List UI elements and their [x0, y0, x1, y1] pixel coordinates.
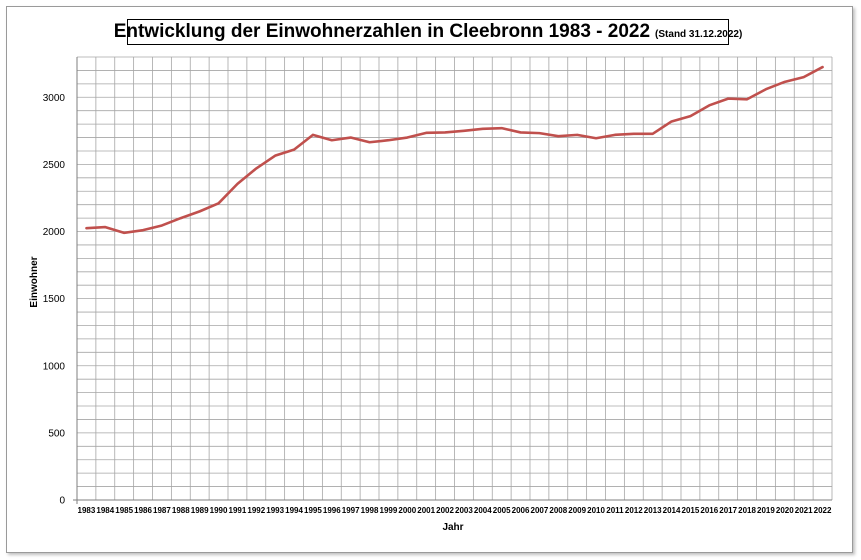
chart-title-box: Entwicklung der Einwohnerzahlen in Cleeb… — [114, 19, 742, 45]
x-tick-label: 2022 — [814, 506, 832, 515]
series-group — [85, 65, 824, 235]
x-tick-label: 2007 — [531, 506, 549, 515]
x-tick-label: 2000 — [398, 506, 416, 515]
x-tick-label: 2015 — [682, 506, 700, 515]
x-tick-label: 2011 — [606, 506, 624, 515]
chart-title: Entwicklung der Einwohnerzahlen in Cleeb… — [113, 21, 651, 42]
y-tick-label: 500 — [48, 428, 65, 439]
series-line — [85, 65, 824, 235]
x-tick-label: 2013 — [644, 506, 662, 515]
x-tick-label: 2018 — [738, 506, 756, 515]
y-tick-label: 0 — [59, 496, 65, 507]
x-tick-labels: 1983 1984 1985 1986 1987 1988 1989 1990 1991 1992… — [78, 506, 832, 515]
x-tick-label: 1992 — [247, 506, 265, 515]
y-tick-label: 1000 — [43, 361, 66, 372]
x-tick-label: 1986 — [134, 506, 152, 515]
y-tick-label: 2000 — [43, 227, 66, 238]
x-tick-label: 1989 — [191, 506, 209, 515]
y-tick-label: 1500 — [43, 294, 66, 305]
x-tick-label: 2019 — [757, 506, 775, 515]
x-tick-label: 2004 — [474, 506, 492, 515]
x-tick-label: 1995 — [304, 506, 322, 515]
x-tick-label: 1998 — [361, 506, 379, 515]
x-tick-label: 1988 — [172, 506, 190, 515]
x-axis-title: Jahr — [442, 522, 463, 533]
x-tick-label: 1983 — [78, 506, 96, 515]
x-tick-label: 2016 — [700, 506, 718, 515]
y-tick-label: 2500 — [43, 160, 66, 171]
x-tick-label: 1996 — [323, 506, 341, 515]
x-tick-label: 1993 — [266, 506, 284, 515]
x-tick-label: 1987 — [153, 506, 171, 515]
x-tick-label: 1990 — [210, 506, 228, 515]
x-tick-label: 1985 — [115, 506, 133, 515]
x-tick-label: 2003 — [455, 506, 473, 515]
x-tick-label: 1991 — [229, 506, 247, 515]
y-tick-labels: 0 500 1000 1500 2000 2500 3000 — [43, 93, 66, 507]
x-tick-label: 2012 — [625, 506, 643, 515]
x-tick-label: 2009 — [568, 506, 586, 515]
y-tick-label: 3000 — [43, 93, 66, 104]
x-tick-label: 2020 — [776, 506, 794, 515]
y-axis-title: Einwohner — [29, 256, 40, 307]
x-tick-label: 2021 — [795, 506, 813, 515]
x-tick-label: 1999 — [380, 506, 398, 515]
x-tick-label: 2017 — [719, 506, 737, 515]
x-tick-label: 2001 — [417, 506, 435, 515]
x-tick-label: 2006 — [512, 506, 530, 515]
x-tick-label: 1997 — [342, 506, 360, 515]
x-tick-label: 2010 — [587, 506, 605, 515]
x-tick-label: 2002 — [436, 506, 454, 515]
x-tick-label: 2005 — [493, 506, 511, 515]
grid-lines — [73, 56, 833, 504]
chart-subtitle: (Stand 31.12.2022) — [655, 29, 743, 40]
x-tick-label: 1984 — [96, 506, 114, 515]
x-tick-label: 1994 — [285, 506, 303, 515]
x-tick-label: 2014 — [663, 506, 681, 515]
x-tick-label: 2008 — [549, 506, 567, 515]
